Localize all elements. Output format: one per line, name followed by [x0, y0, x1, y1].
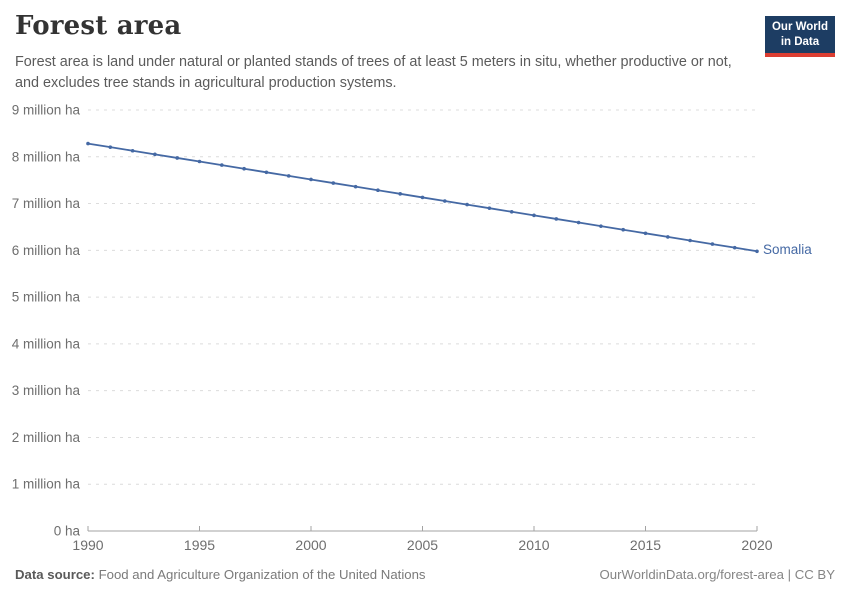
x-tick-label-1990: 1990 — [72, 537, 103, 553]
data-point-1990[interactable] — [86, 141, 90, 146]
data-point-2012[interactable] — [576, 220, 581, 225]
data-source-text: Food and Agriculture Organization of the… — [98, 567, 426, 582]
data-point-1999[interactable] — [286, 174, 291, 178]
data-point-2007[interactable] — [465, 202, 469, 207]
data-source-note: Data source: Food and Agriculture Organi… — [15, 567, 426, 582]
data-point-2010[interactable] — [532, 213, 536, 218]
data-point-1991[interactable] — [108, 145, 113, 149]
data-point-2017[interactable] — [688, 238, 692, 243]
x-tick-label-2015: 2015 — [630, 537, 661, 553]
data-point-2005[interactable] — [420, 195, 425, 200]
data-point-2002[interactable] — [353, 184, 358, 189]
data-point-1998[interactable] — [264, 170, 269, 175]
data-point-2009[interactable] — [509, 209, 514, 214]
y-tick-label-9: 9 million ha — [12, 103, 81, 118]
x-tick-label-2010: 2010 — [518, 537, 549, 553]
x-tick-label-2000: 2000 — [295, 537, 326, 553]
data-point-2018[interactable] — [710, 242, 715, 246]
data-point-1993[interactable] — [153, 152, 157, 157]
data-point-2019[interactable] — [732, 245, 737, 250]
owid-logo[interactable]: Our World in Data — [764, 16, 835, 57]
data-point-1992[interactable] — [130, 148, 135, 153]
x-tick-label-2020: 2020 — [741, 537, 772, 553]
data-point-1996[interactable] — [220, 163, 224, 167]
data-point-1995[interactable] — [197, 159, 202, 164]
data-point-2001[interactable] — [331, 181, 336, 185]
data-point-1997[interactable] — [242, 166, 246, 171]
page-title: Forest area — [15, 11, 182, 41]
y-tick-label-5: 5 million ha — [12, 290, 81, 305]
y-tick-label-6: 6 million ha — [12, 243, 81, 258]
data-point-2015[interactable] — [643, 231, 648, 236]
y-tick-label-1: 1 million ha — [12, 477, 81, 492]
chart-subtitle: Forest area is land under natural or pla… — [15, 54, 732, 92]
owid-logo-line2: in Data — [780, 35, 820, 48]
y-tick-label-7: 7 million ha — [12, 196, 81, 211]
citation-link[interactable]: OurWorldinData.org/forest-area | CC BY — [599, 567, 835, 582]
data-point-2003[interactable] — [376, 188, 380, 193]
series-label-somalia[interactable]: Somalia — [763, 242, 812, 258]
data-point-2020[interactable] — [755, 249, 759, 254]
data-source-label: Data source: — [15, 567, 95, 582]
y-tick-label-2: 2 million ha — [12, 430, 81, 445]
data-point-2000[interactable] — [309, 177, 313, 182]
owid-logo-line1: Our World — [771, 21, 828, 33]
data-point-2011[interactable] — [554, 217, 559, 221]
data-point-2008[interactable] — [487, 206, 492, 210]
y-tick-label-0: 0 ha — [54, 524, 81, 539]
data-point-2013[interactable] — [599, 224, 603, 228]
data-point-2014[interactable] — [621, 227, 625, 232]
data-point-1994[interactable] — [175, 156, 179, 160]
y-tick-label-3: 3 million ha — [12, 383, 81, 398]
data-point-2004[interactable] — [398, 192, 403, 196]
y-tick-label-8: 8 million ha — [12, 149, 81, 164]
x-tick-label-2005: 2005 — [407, 537, 438, 553]
y-tick-label-4: 4 million ha — [12, 336, 81, 351]
x-tick-label-1995: 1995 — [184, 537, 215, 553]
data-point-2006[interactable] — [443, 199, 447, 203]
data-point-2016[interactable] — [666, 235, 670, 239]
